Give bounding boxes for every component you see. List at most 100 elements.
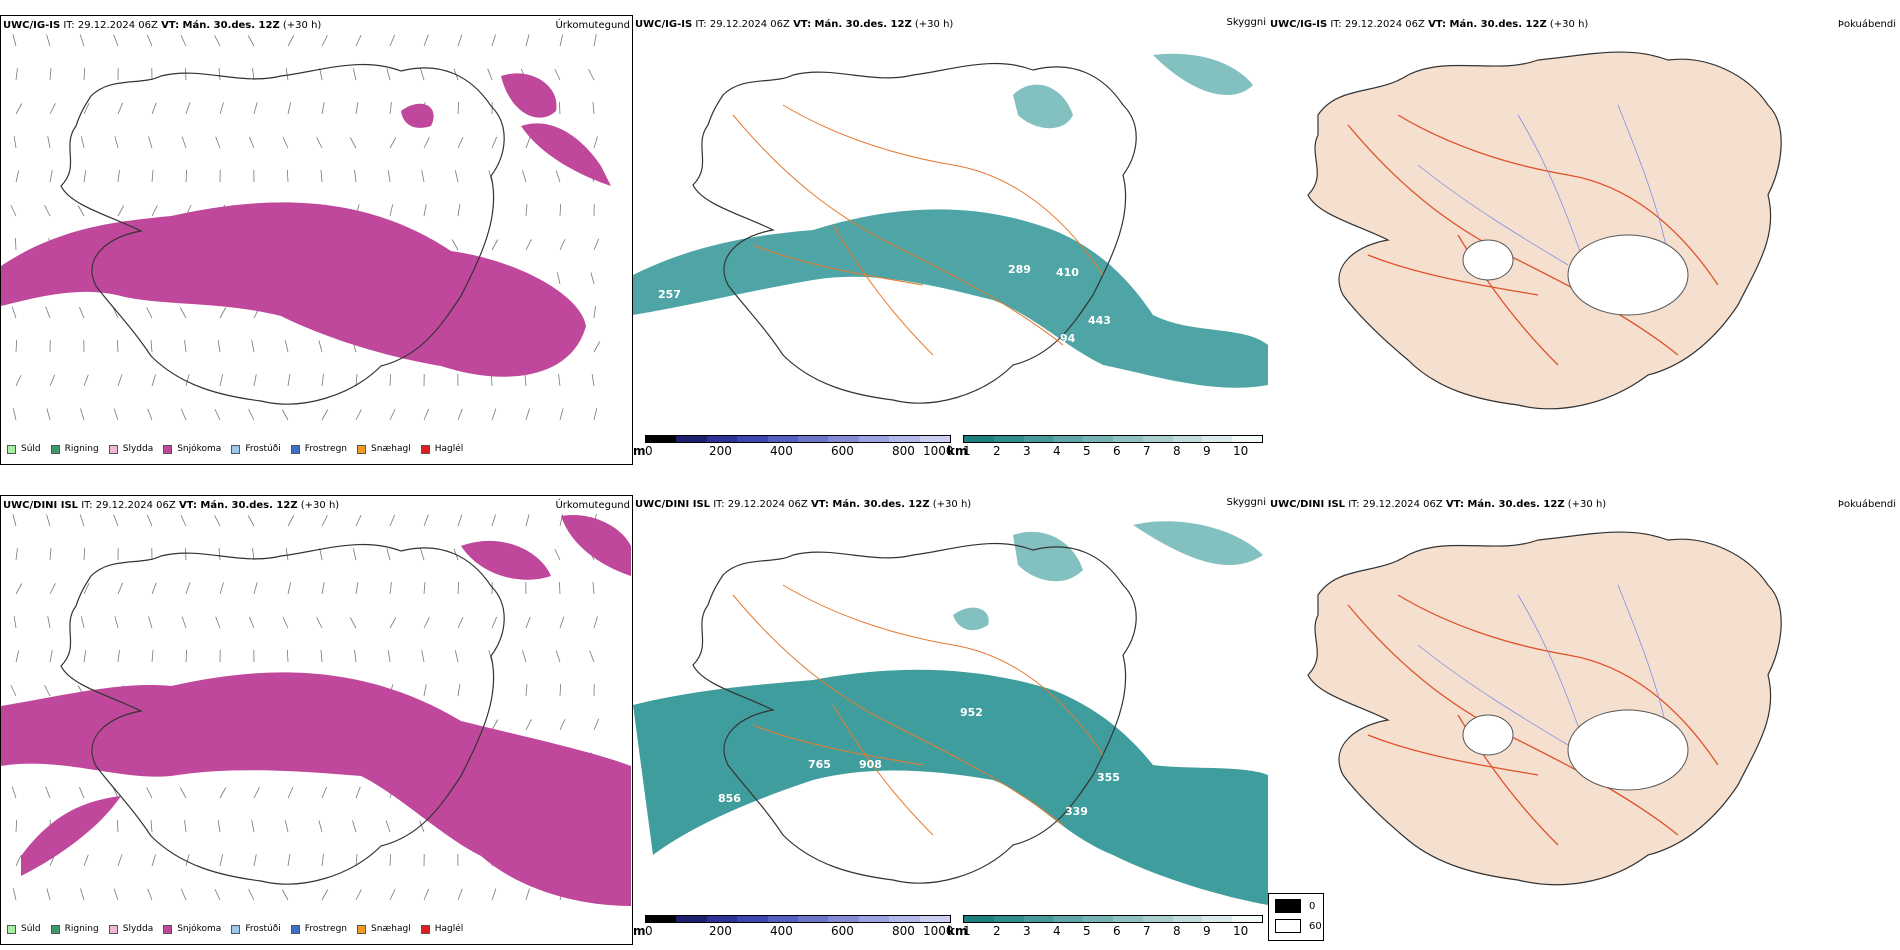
wind-barb	[248, 409, 255, 421]
wind-barb	[387, 650, 391, 663]
legend-item: Frostregn	[290, 444, 347, 454]
wind-barb	[287, 854, 291, 867]
colorbar-tick: 800	[892, 444, 915, 458]
cloud-area	[633, 209, 1268, 388]
wind-barb	[151, 582, 157, 595]
wind-barb	[151, 650, 154, 663]
wind-barb	[83, 854, 89, 867]
wind-barb	[525, 684, 528, 697]
wind-barb	[559, 683, 562, 697]
wind-barb	[83, 547, 86, 561]
wind-barb	[349, 617, 357, 629]
wind-barb	[80, 408, 85, 421]
wind-barb	[180, 514, 187, 527]
wind-barb	[181, 136, 187, 149]
panel-title: UWC/IG-IS IT: 29.12.2024 06Z VT: Mán. 30…	[1270, 19, 1589, 30]
fog-legend-label: 60	[1309, 920, 1322, 932]
fog-panel-top: UWC/IG-IS IT: 29.12.2024 06Z VT: Mán. 30…	[1268, 15, 1900, 465]
wind-barb	[457, 136, 464, 149]
legend-item: Frostúði	[231, 444, 281, 454]
wind-barb	[285, 68, 289, 81]
wind-barb	[15, 170, 20, 183]
iceland-land	[1307, 51, 1782, 410]
iceland-coast	[60, 543, 505, 885]
wind-barb	[146, 307, 153, 319]
colorbar-tick: 600	[831, 444, 854, 458]
colorbar-tick: 2	[993, 444, 1001, 458]
wind-barb	[320, 650, 323, 663]
wind-barb	[354, 650, 357, 663]
wind-barb	[15, 650, 20, 663]
wind-barb	[253, 787, 260, 799]
wind-barb	[423, 137, 430, 149]
panel-title: UWC/IG-IS IT: 29.12.2024 06Z VT: Mán. 30…	[635, 19, 954, 30]
colorbar-tick: 5	[1083, 444, 1091, 458]
wind-barb	[593, 408, 598, 421]
wind-barb	[15, 548, 18, 561]
wind-barb	[219, 854, 224, 867]
wind-barb	[117, 650, 120, 663]
cloud-base-label: 908	[859, 758, 882, 771]
fog-patch	[1462, 239, 1514, 281]
colorbar-unit: m	[633, 444, 646, 458]
wind-barb	[457, 101, 460, 115]
visibility-panel-top: UWC/IG-IS IT: 29.12.2024 06Z VT: Mán. 30…	[633, 15, 1268, 465]
wind-barb	[284, 820, 289, 833]
cloud-base-label: 94	[1060, 332, 1076, 345]
wind-barb	[387, 170, 391, 183]
wind-barb	[522, 650, 527, 663]
wind-barb	[385, 820, 391, 833]
wind-barb	[321, 515, 328, 527]
wind-barb	[77, 205, 85, 217]
wind-barb	[349, 137, 357, 149]
snow-area	[1, 672, 631, 906]
wind-barb	[355, 102, 359, 115]
colorbar-tick: 1000	[923, 444, 954, 458]
wind-barb	[589, 650, 595, 663]
wind-barb	[423, 34, 429, 47]
wind-barb	[592, 582, 595, 595]
panel-type-label: Skyggni	[1226, 17, 1266, 28]
wind-barb	[219, 102, 224, 115]
wind-barb	[389, 888, 396, 901]
wind-barb	[421, 170, 425, 183]
precip-map	[1, 514, 631, 906]
legend-item: Haglél	[420, 444, 463, 454]
visibility-colorbar: km 1 2 3 4 5 6 7 8 9 10	[947, 915, 1263, 943]
wind-barb	[49, 170, 53, 183]
wind-barb	[253, 854, 257, 867]
wind-barb	[112, 786, 119, 799]
wind-barb	[253, 374, 257, 387]
wind-barb	[320, 170, 323, 183]
wind-barb	[117, 582, 124, 595]
wind-barb	[179, 787, 187, 799]
wind-barb	[593, 238, 600, 251]
wind-barb	[15, 103, 23, 115]
wind-barb	[83, 650, 87, 663]
colorbar-tick: 1	[963, 924, 971, 938]
wind-barb	[593, 306, 596, 319]
wind-barb	[180, 888, 187, 901]
wind-barb	[12, 408, 17, 421]
wind-barb	[83, 374, 89, 387]
wind-barb	[423, 888, 430, 901]
wind-barb	[151, 374, 156, 387]
wind-barb	[148, 616, 153, 629]
fog-legend-label: 0	[1309, 900, 1316, 912]
colorbar-tick: 6	[1113, 444, 1121, 458]
wind-barb	[286, 169, 289, 183]
wind-barb	[321, 374, 324, 387]
wind-barb	[47, 136, 51, 149]
wind-barb	[287, 786, 294, 799]
cloud-base-label: 339	[1065, 805, 1088, 818]
wind-barb	[247, 515, 255, 527]
wind-barb	[10, 684, 17, 697]
wind-barb	[321, 889, 329, 901]
wind-barb	[287, 515, 295, 527]
wind-barb	[355, 514, 362, 527]
wind-barb	[185, 102, 191, 115]
wind-barb	[423, 582, 426, 595]
legend-item: Snjókoma	[163, 924, 221, 934]
wind-barb	[12, 888, 17, 901]
wind-barb	[593, 34, 597, 47]
